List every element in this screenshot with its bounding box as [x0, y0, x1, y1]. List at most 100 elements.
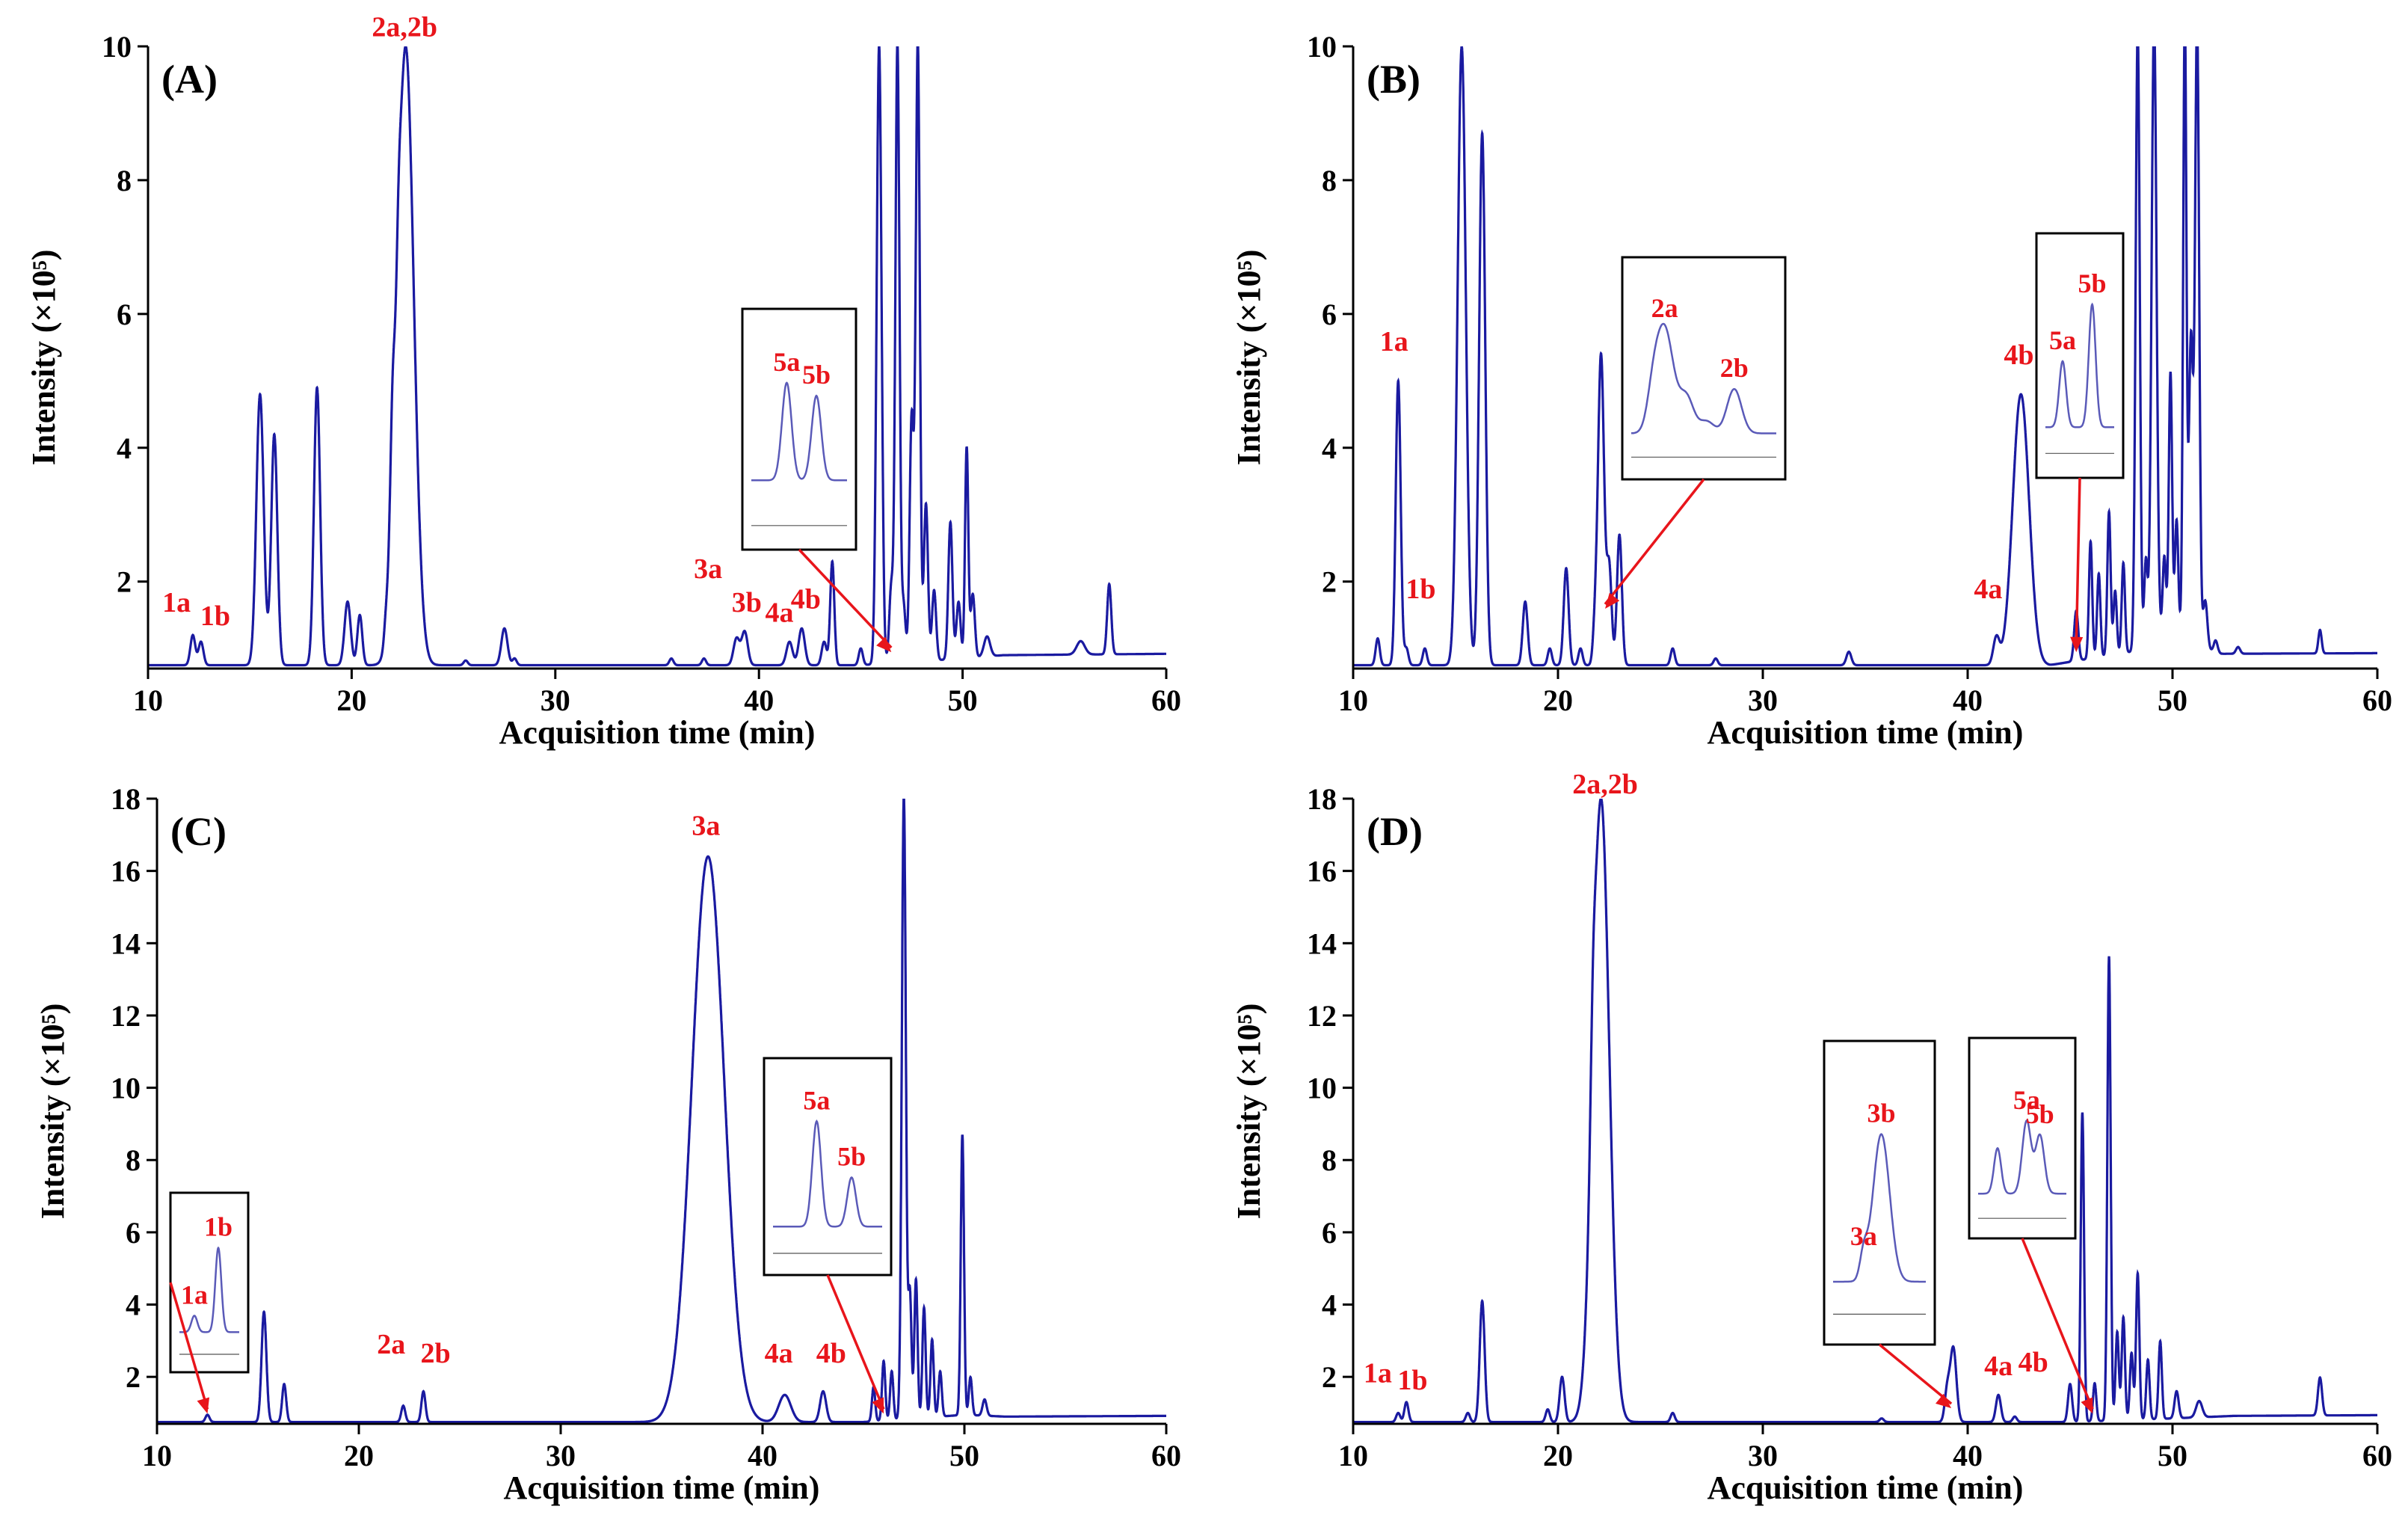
- peak-label-4b: 4b: [2019, 1347, 2048, 1378]
- x-tick-label: 30: [541, 683, 570, 717]
- y-tick-label: 10: [102, 30, 132, 64]
- inset-frame: [1823, 1039, 1936, 1346]
- peak-label-3b: 3b: [732, 587, 762, 618]
- inset-label-5b: 5b: [2078, 268, 2107, 298]
- inset-arrow-line: [2021, 1238, 2094, 1410]
- x-tick-label: 30: [546, 1439, 576, 1472]
- y-tick-label: 8: [126, 1143, 141, 1177]
- inset-label-5a: 5a: [2049, 325, 2076, 355]
- y-axis-title: Intensity (×10⁵): [1231, 1004, 1267, 1220]
- chromatogram-trace: [148, 46, 1166, 667]
- y-tick-label: 8: [1322, 164, 1337, 197]
- inset-3a-3b: 3a 3b: [1823, 1039, 1953, 1409]
- y-tick-label: 2: [126, 1360, 141, 1394]
- x-tick-label: 10: [1338, 683, 1368, 717]
- inset-label-1b: 1b: [204, 1212, 233, 1242]
- inset-arrow-head: [197, 1397, 210, 1414]
- peak-label-2a-2b: 2a,2b: [1572, 769, 1638, 800]
- inset-arrow-head: [2081, 1397, 2093, 1414]
- panel-label: (D): [1367, 809, 1423, 854]
- x-tick-label: 20: [1543, 1439, 1573, 1472]
- inset-label-2a: 2a: [1651, 293, 1678, 323]
- x-axis-title: Acquisition time (min): [504, 1469, 820, 1506]
- inset-arrow-head: [876, 636, 892, 653]
- y-tick-label: 16: [1307, 855, 1337, 888]
- inset-2a-2b: 2a 2b: [1604, 256, 1787, 609]
- peak-label-4a: 4a: [1984, 1351, 2013, 1382]
- panel-label: (C): [170, 809, 227, 854]
- inset-trace: [1631, 322, 1776, 434]
- panel-d: 10 20 30 40 50 60 2 4 6 8 10 12 14 16 18 Acquisition ti…: [1231, 769, 2392, 1506]
- y-tick-label: 8: [1322, 1143, 1337, 1177]
- peak-label-1a: 1a: [162, 587, 191, 618]
- inset-label-5a: 5a: [773, 347, 800, 377]
- y-tick-label: 10: [111, 1072, 141, 1105]
- x-tick-label: 40: [744, 683, 774, 717]
- y-tick-label: 2: [1322, 565, 1337, 599]
- peak-label-1b: 1b: [1405, 574, 1435, 605]
- peak-label-4a: 4a: [1974, 574, 2002, 605]
- inset-label-3a: 3a: [1850, 1221, 1877, 1251]
- inset-arrow-head: [2070, 636, 2084, 653]
- y-tick-label: 12: [111, 999, 141, 1033]
- x-tick-label: 60: [2362, 683, 2392, 717]
- x-tick-label: 50: [948, 683, 978, 717]
- x-tick-label: 40: [748, 1439, 777, 1472]
- y-tick-label: 4: [1322, 431, 1337, 465]
- inset-frame: [1621, 256, 1787, 481]
- peak-label-1b: 1b: [1397, 1365, 1427, 1396]
- panel-label: (B): [1367, 57, 1420, 102]
- y-tick-label: 14: [111, 927, 141, 960]
- y-tick-label: 6: [1322, 298, 1337, 331]
- peak-label-1a: 1a: [1364, 1357, 1392, 1389]
- x-axis-title: Acquisition time (min): [1708, 1469, 2024, 1506]
- inset-label-5b: 5b: [2026, 1099, 2054, 1129]
- y-axis-title: Intensity (×10⁵): [34, 1004, 71, 1220]
- x-tick-label: 10: [1338, 1439, 1368, 1472]
- inset-1a-1b: 1a 1b: [169, 1191, 250, 1414]
- inset-trace: [751, 381, 847, 482]
- peak-label-1b: 1b: [200, 600, 230, 632]
- peak-label-2a-2b: 2a,2b: [372, 12, 437, 43]
- inset-arrow-head: [872, 1397, 884, 1414]
- inset-frame: [169, 1191, 250, 1374]
- y-tick-label: 6: [126, 1216, 141, 1250]
- inset-arrow-head: [1605, 592, 1620, 609]
- inset-arrow-line: [826, 1274, 885, 1410]
- inset-frame: [1968, 1036, 2077, 1240]
- inset-label-1a: 1a: [181, 1280, 208, 1309]
- x-tick-label: 20: [336, 683, 366, 717]
- y-tick-label: 8: [117, 164, 132, 197]
- x-tick-label: 60: [2362, 1439, 2392, 1472]
- inset-label-5b: 5b: [837, 1142, 866, 1172]
- inset-label-3b: 3b: [1867, 1099, 1895, 1128]
- peak-label-4b: 4b: [791, 583, 821, 615]
- peak-label-2b: 2b: [421, 1338, 451, 1369]
- inset-trace: [2045, 302, 2114, 428]
- inset-arrow-line: [2075, 477, 2081, 648]
- y-tick-label: 2: [1322, 1360, 1337, 1394]
- x-tick-label: 50: [2158, 1439, 2187, 1472]
- x-tick-label: 50: [2158, 683, 2187, 717]
- inset-trace: [773, 1119, 882, 1228]
- inset-trace: [1833, 1133, 1926, 1283]
- x-tick-label: 20: [344, 1439, 374, 1472]
- chromatogram-trace: [1353, 799, 2377, 1424]
- peak-label-4a: 4a: [765, 1338, 793, 1369]
- inset-label-5a: 5a: [803, 1085, 830, 1115]
- y-tick-label: 10: [1307, 30, 1337, 64]
- inset-trace: [179, 1246, 239, 1333]
- panel-b: 10 20 30 40 50 60 2 4 6 8 10 Acquisition time (min)…: [1231, 30, 2392, 751]
- inset-frame: [2035, 232, 2125, 479]
- x-axis-title: Acquisition time (min): [499, 714, 816, 751]
- y-tick-label: 18: [111, 782, 141, 816]
- inset-arrow-line: [169, 1282, 209, 1410]
- x-tick-label: 40: [1953, 1439, 1983, 1472]
- x-tick-label: 10: [133, 683, 163, 717]
- x-tick-label: 60: [1151, 683, 1181, 717]
- x-tick-label: 60: [1151, 1439, 1181, 1472]
- y-tick-label: 6: [117, 298, 132, 331]
